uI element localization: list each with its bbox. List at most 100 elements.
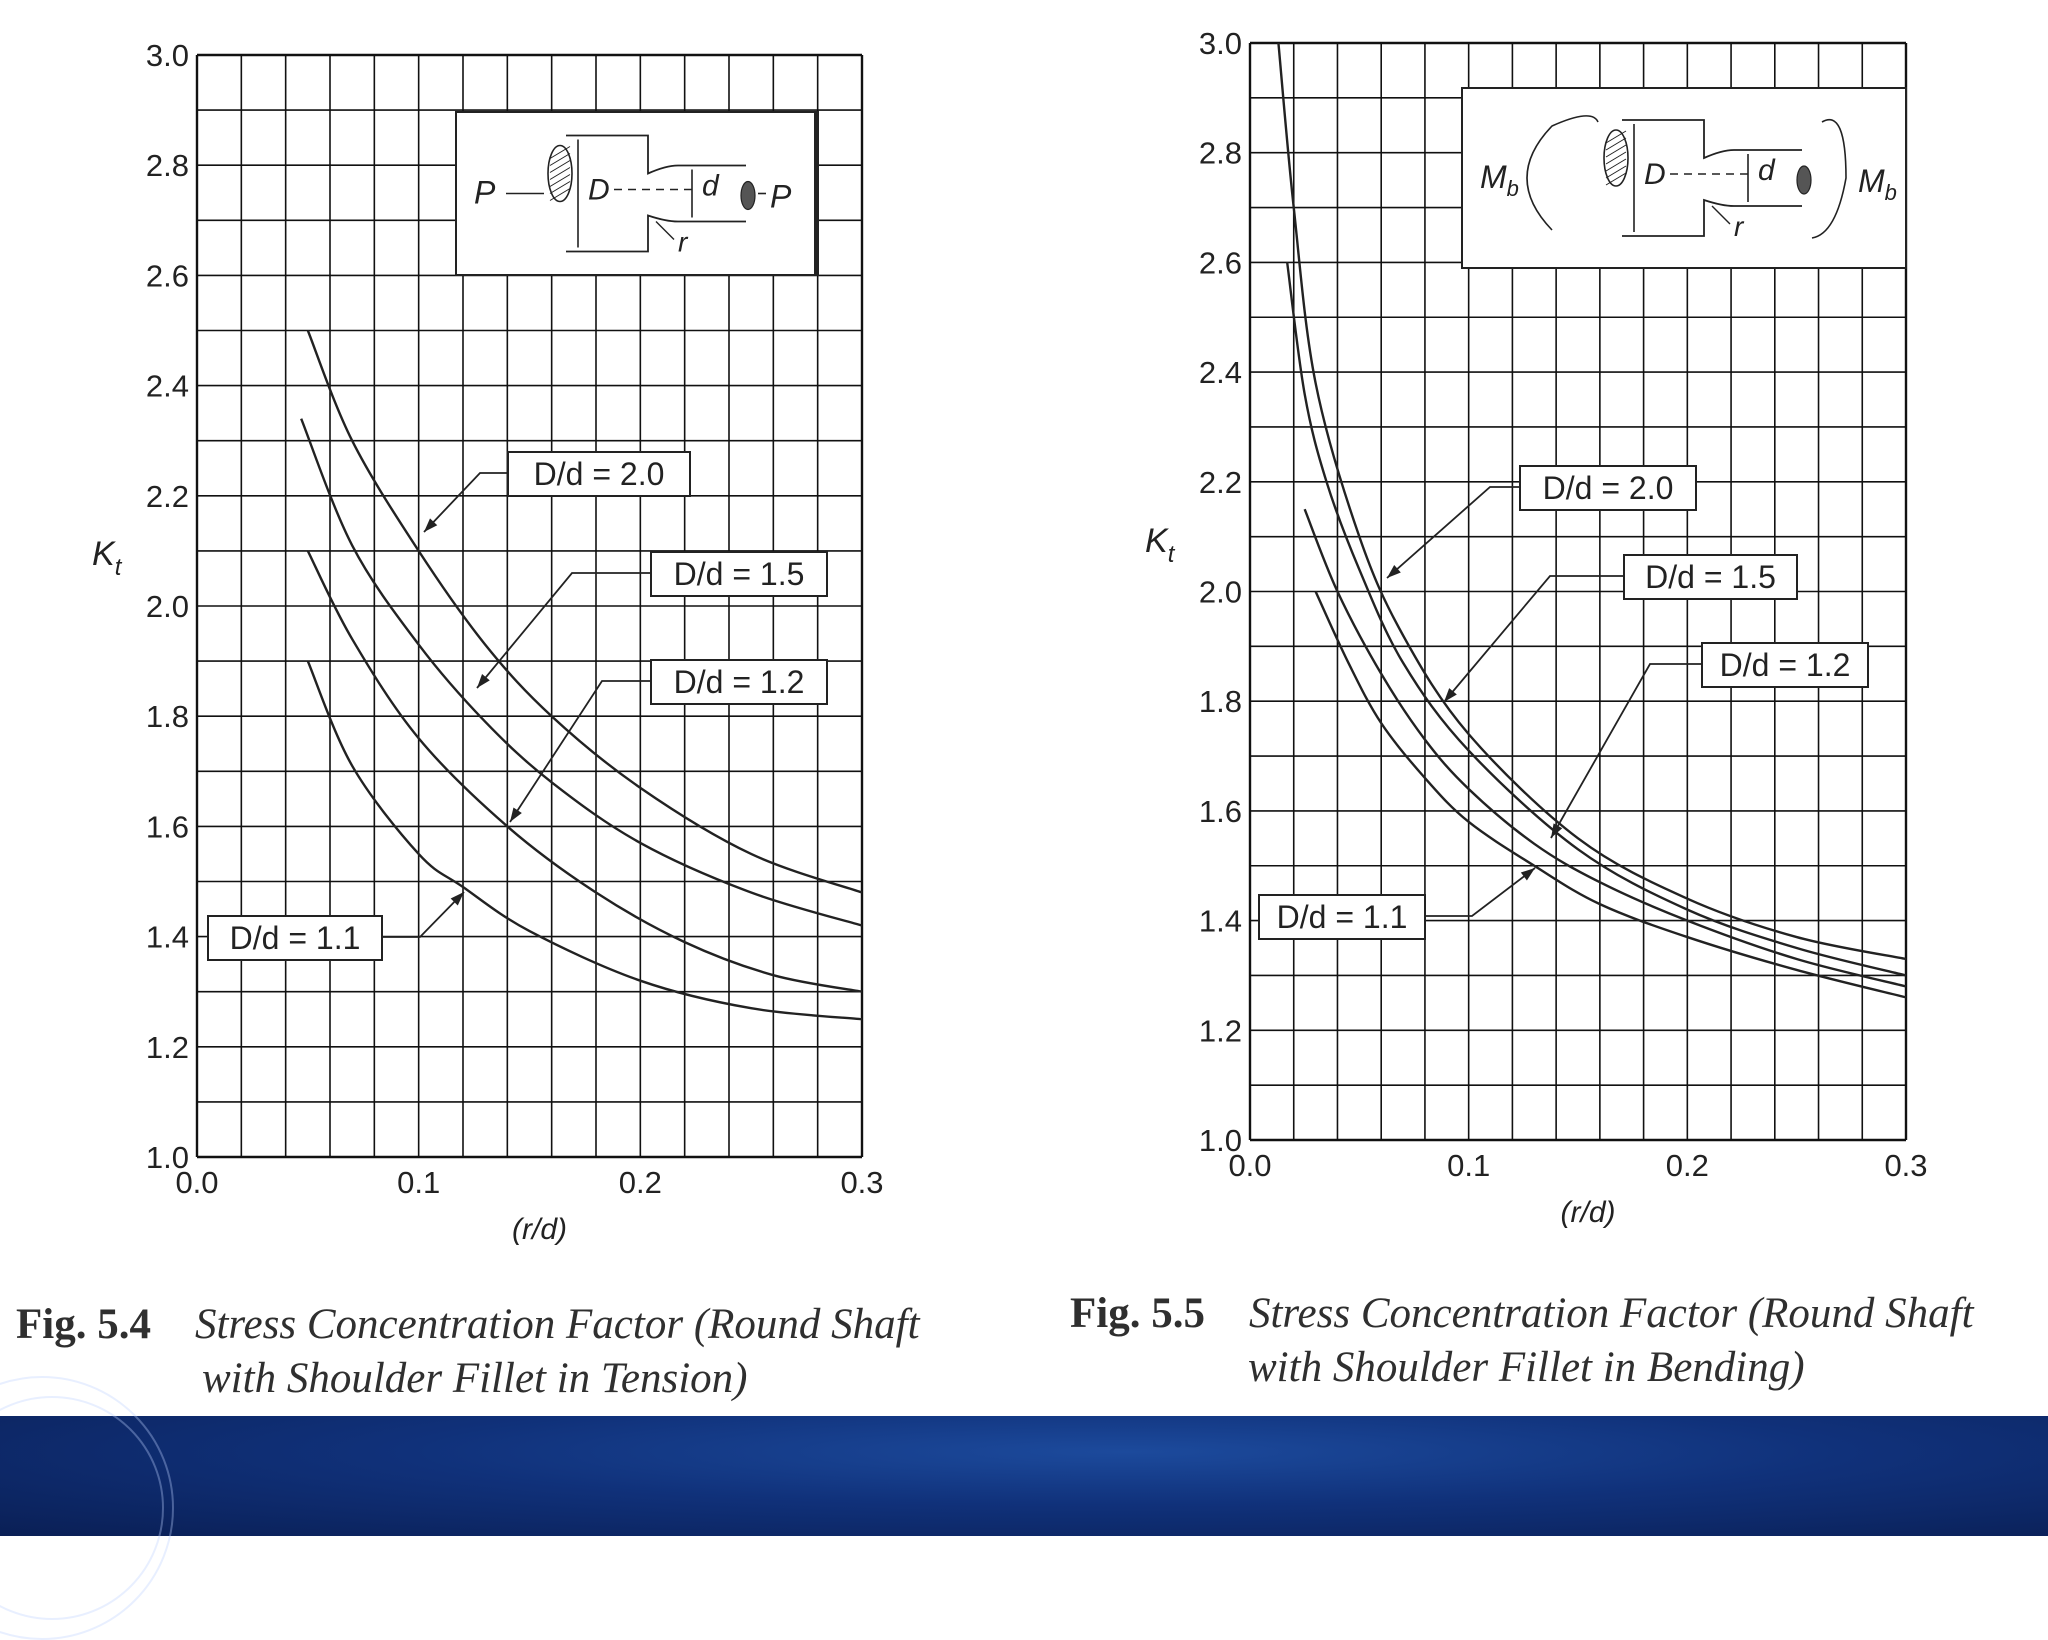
- curve-20: [306, 330, 863, 894]
- arrowhead: [510, 807, 522, 822]
- r-leader: [655, 221, 675, 240]
- hatch-line: [549, 153, 571, 166]
- leader-line: [476, 572, 651, 689]
- x-tick-label: 0.1: [1447, 1148, 1490, 1183]
- x-tick-label: 0.1: [397, 1165, 440, 1200]
- curve-label: D/d = 1.5: [476, 551, 828, 689]
- curve-label-box: [1519, 465, 1697, 511]
- y-tick-label: 2.4: [1199, 355, 1242, 390]
- curve-11: [306, 660, 863, 1021]
- x-tick-label: 0.2: [619, 1165, 662, 1200]
- hatch-line: [1605, 172, 1627, 186]
- chart-tension-curves: [300, 330, 863, 1021]
- x-tick-label: 0.2: [1666, 1148, 1709, 1183]
- leader-line: [1425, 867, 1536, 917]
- hatch-line: [1605, 130, 1627, 144]
- shaft-outline: [566, 134, 746, 253]
- hatch-line: [1605, 158, 1627, 172]
- d-label: d: [1758, 154, 1776, 187]
- r-label: r: [1734, 211, 1745, 242]
- moment-arrow-left: [1526, 115, 1599, 231]
- y-tick-label: 2.6: [1199, 245, 1242, 280]
- chart-bending-y-axis-label: Kt: [1145, 522, 1176, 568]
- d-label: d: [702, 170, 720, 203]
- y-tick-label: 1.2: [1199, 1013, 1242, 1048]
- chart-tension-x-axis-label: (r/d): [512, 1213, 567, 1246]
- small-section-hatch: [740, 180, 756, 211]
- leader-line: [1550, 663, 1702, 839]
- chart-tension-curve-labels: D/d = 2.0 D/d = 1.5 D/d = 1.2 D/d = 1.1: [207, 451, 828, 961]
- curve-label-text: D/d = 1.5: [1645, 559, 1776, 595]
- x-tick-label: 0.0: [175, 1165, 218, 1200]
- arrowhead: [424, 518, 438, 532]
- curve-label-box: [1701, 642, 1869, 688]
- curve-label-text: D/d = 1.5: [674, 556, 805, 592]
- y-tick-label: 2.2: [1199, 465, 1242, 500]
- curve-label-text: D/d = 2.0: [534, 456, 665, 492]
- x-tick-label: 0.3: [840, 1165, 883, 1200]
- leader-line: [423, 472, 508, 533]
- caption-line-2: with Shoulder Fillet in Tension): [202, 1355, 748, 1402]
- leader-line: [509, 680, 651, 823]
- y-tick-label: 1.8: [1199, 684, 1242, 719]
- curve-label-text: D/d = 1.1: [1277, 899, 1408, 935]
- caption-fig-5-5: Fig. 5.5 Stress Concentration Factor (Rou…: [1070, 1287, 1974, 1395]
- curve-label-box: [507, 451, 691, 497]
- arrowhead: [1387, 564, 1401, 578]
- y-tick-label: 2.8: [146, 148, 189, 183]
- moment-arrow-right: [1811, 118, 1847, 239]
- leader-line: [1443, 575, 1624, 703]
- y-tick-label: 2.8: [1199, 136, 1242, 171]
- caption-line-1: Stress Concentration Factor (Round Shaft: [1248, 1290, 1974, 1337]
- chart-bending-curve-labels: D/d = 2.0 D/d = 1.5 D/d = 1.2 D/d = 1.1: [1258, 465, 1869, 940]
- inset-frame: [1461, 87, 1907, 269]
- r-label: r: [678, 227, 689, 258]
- curve-label: D/d = 1.2: [1550, 642, 1869, 839]
- y-tick-label: 3.0: [1199, 26, 1242, 61]
- slide-footer-band: [0, 1376, 2048, 1640]
- leader-line: [1386, 486, 1520, 579]
- chart-bending-ticks: 1.0 1.2 1.4 1.6 1.8 2.0 2.2 2.4 2.6 2.8 3.0 0.0 0.1 0…: [1199, 26, 1928, 1183]
- curve-12: [1303, 508, 1907, 988]
- large-section-hatch: [547, 144, 573, 203]
- curve-20: [1277, 42, 1907, 961]
- curve-12: [306, 550, 863, 993]
- curve-label-text: D/d = 1.2: [674, 664, 805, 700]
- curve-label: D/d = 1.1: [207, 891, 465, 961]
- chart-bending-x-axis-label: (r/d): [1561, 1196, 1616, 1229]
- hatch-line: [549, 181, 571, 194]
- y-tick-label: 2.0: [146, 589, 189, 624]
- D-label: D: [588, 174, 610, 207]
- curve-label-text: D/d = 2.0: [1543, 470, 1674, 506]
- curve-label-text: D/d = 1.2: [1720, 647, 1851, 683]
- curve-label-box: [1258, 894, 1426, 940]
- caption-fig-5-4: Fig. 5.4 Stress Concentration Factor (Rou…: [16, 1298, 920, 1406]
- y-tick-label: 1.8: [146, 699, 189, 734]
- y-tick-label: 1.6: [1199, 794, 1242, 829]
- arrowhead: [1551, 823, 1563, 838]
- r-leader: [1711, 205, 1731, 225]
- hatch-line: [549, 167, 571, 180]
- curve-label: D/d = 2.0: [423, 451, 691, 533]
- x-tick-label: 0.3: [1884, 1148, 1927, 1183]
- curve-label: D/d = 1.5: [1443, 554, 1798, 703]
- hatch-line: [549, 146, 571, 159]
- hatch-line: [1605, 144, 1627, 158]
- small-section-hatch: [1796, 165, 1812, 195]
- chart-tension-ticks: 1.0 1.2 1.4 1.6 1.8 2.0 2.2 2.4 2.6 2.8 3.0 0.0 0.1 0…: [146, 38, 884, 1200]
- caption-fig-number: Fig. 5.4: [16, 1301, 151, 1348]
- curve-label-box: [650, 551, 828, 597]
- leader-line: [382, 891, 465, 938]
- caption-line-1: Stress Concentration Factor (Round Shaft: [194, 1301, 920, 1348]
- hatch-line: [549, 160, 571, 173]
- chart-tension-y-axis-label: Kt: [92, 535, 123, 581]
- curve-label-box: [207, 915, 383, 961]
- shaft-outline: [1622, 119, 1802, 237]
- y-tick-label: 1.4: [1199, 904, 1242, 939]
- chart-bending: 1.0 1.2 1.4 1.6 1.8 2.0 2.2 2.4 2.6 2.8 3.0 0.0 0.1 0…: [1145, 26, 1928, 1229]
- arrowhead: [1444, 688, 1457, 702]
- y-tick-label: 1.2: [146, 1030, 189, 1065]
- y-tick-label: 2.0: [1199, 575, 1242, 610]
- chart-tension: 1.0 1.2 1.4 1.6 1.8 2.0 2.2 2.4 2.6 2.8 3.0 0.0 0.1 0…: [92, 38, 884, 1246]
